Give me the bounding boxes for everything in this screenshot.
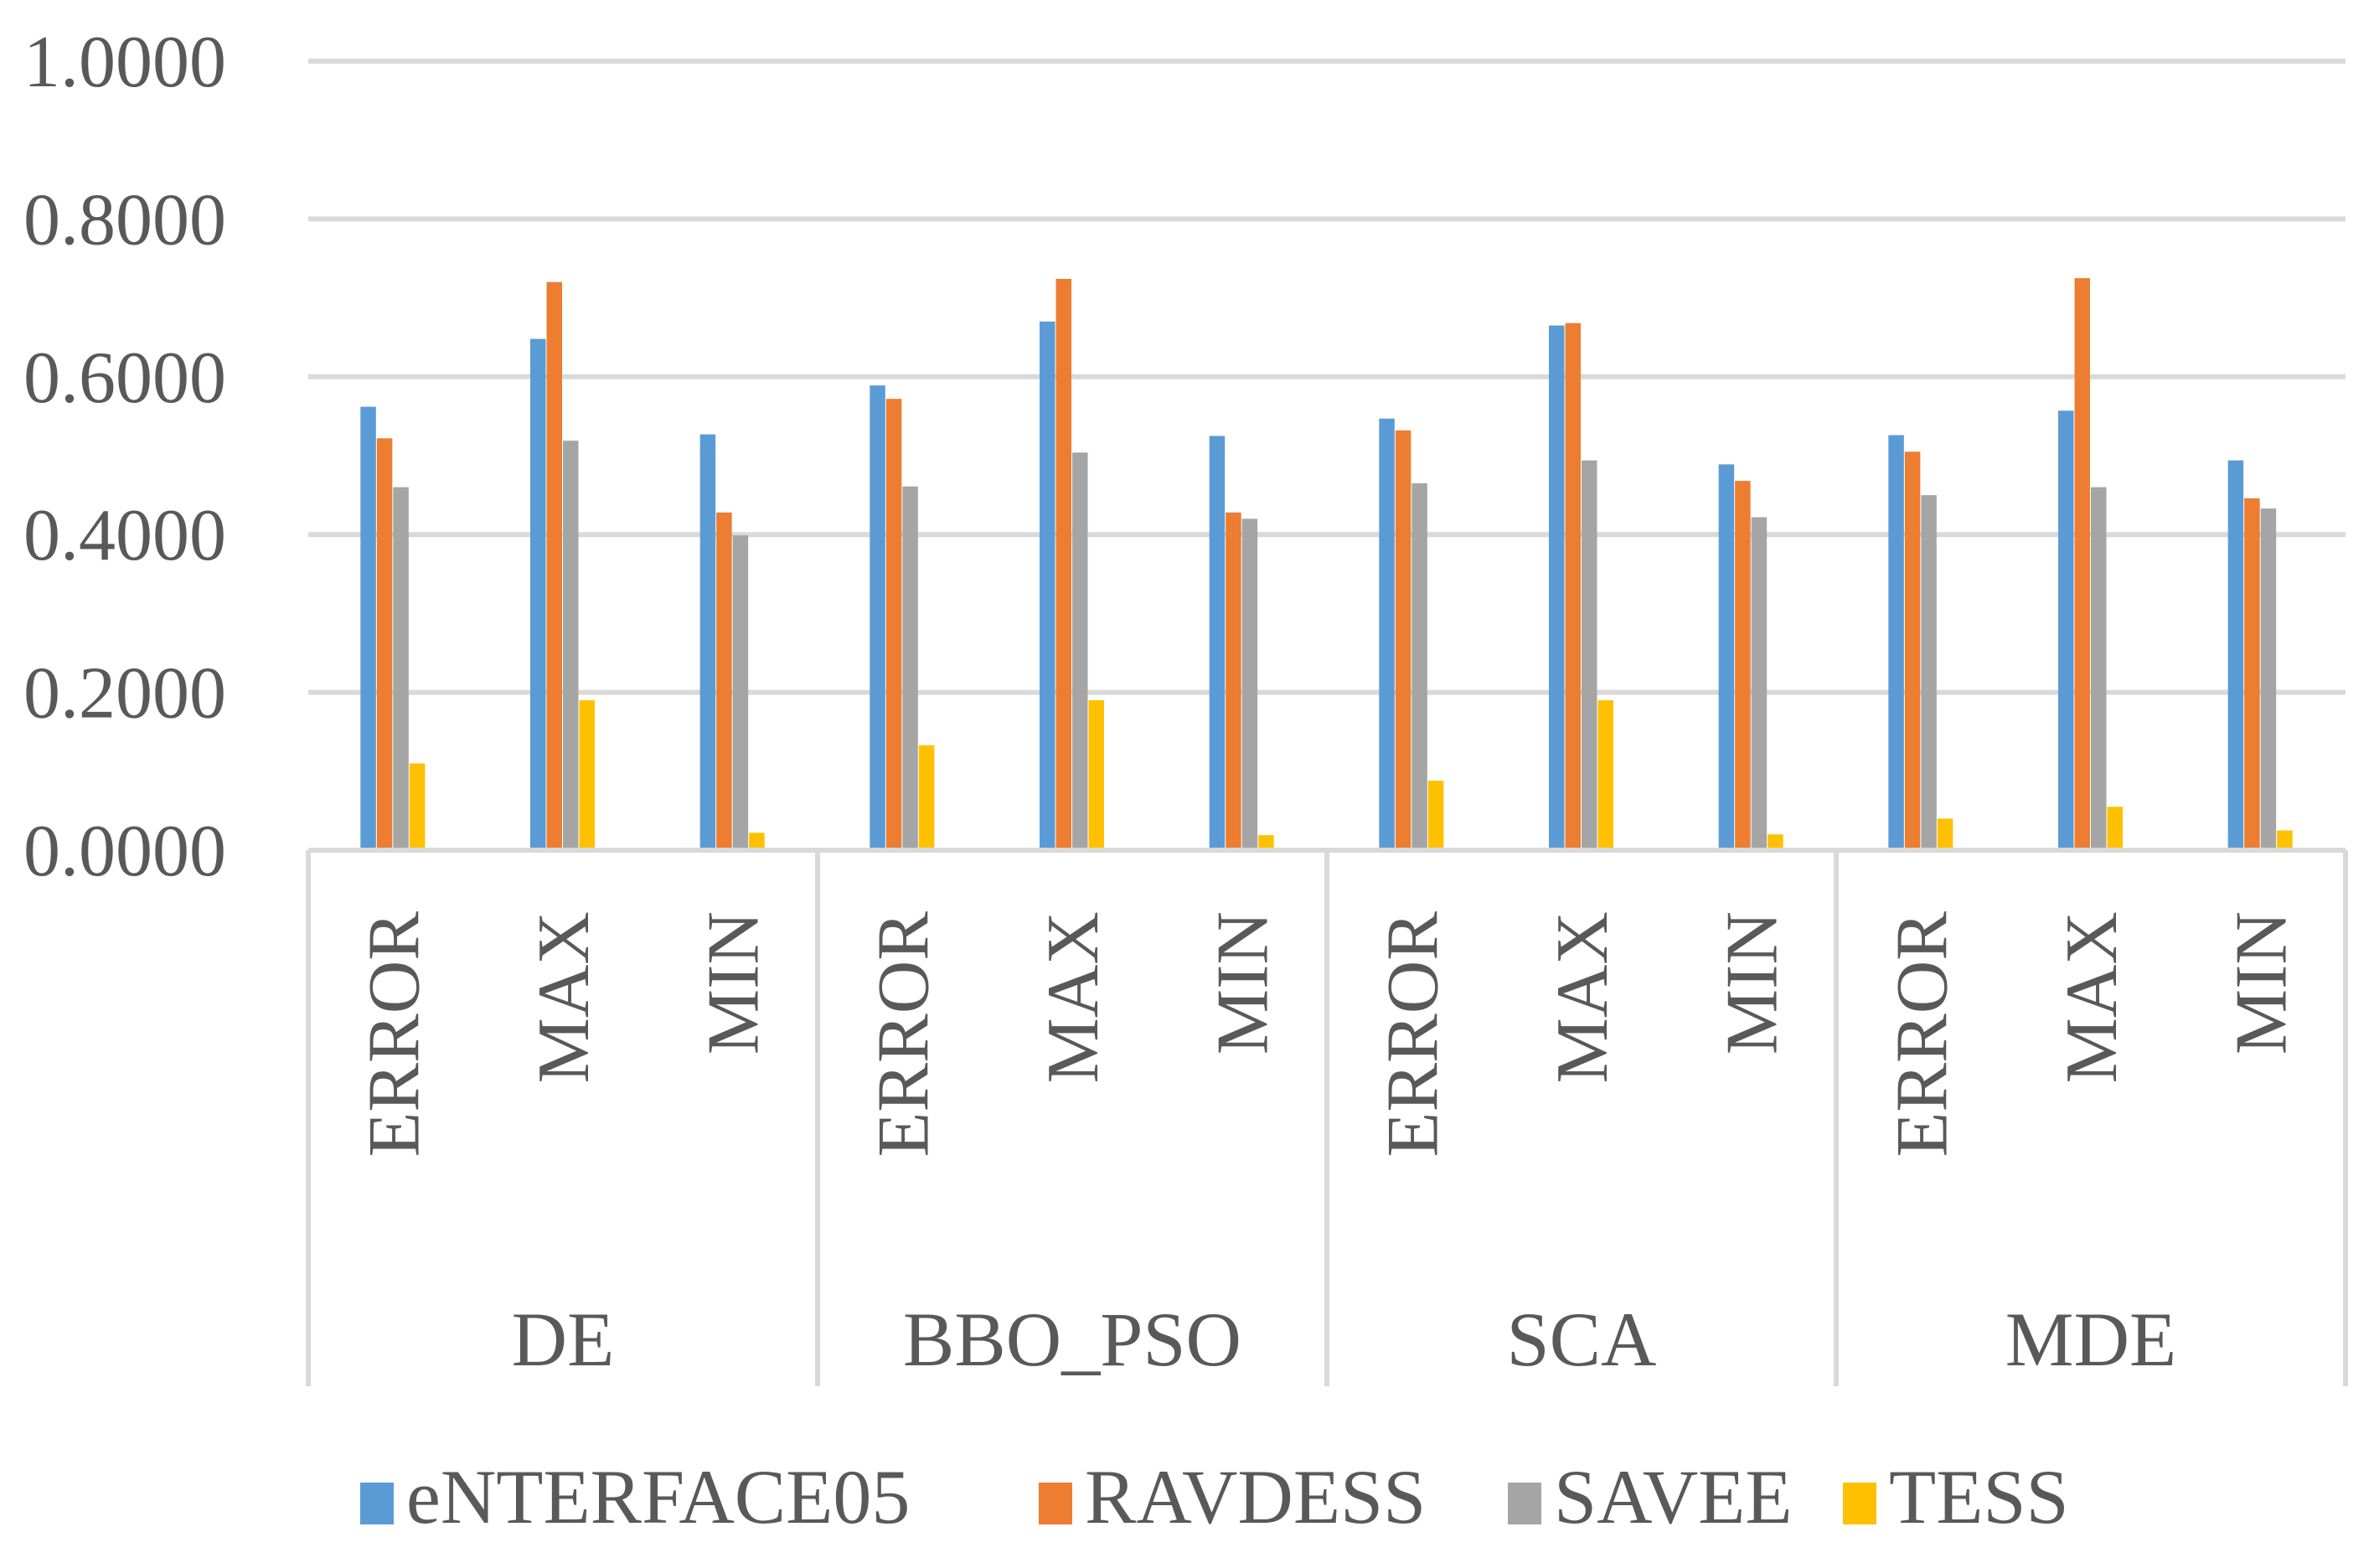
bar-savee <box>902 486 918 850</box>
gridlines <box>308 59 2346 695</box>
bar-savee <box>1241 518 1258 850</box>
x-group-label: BBO_PSO <box>903 1297 1241 1382</box>
bars <box>360 278 2293 851</box>
x-tick-label: MAX <box>1542 911 1623 1083</box>
bar-enterface05 <box>530 338 546 851</box>
bar-ravdess <box>885 399 902 850</box>
bar-ravdess <box>716 512 732 850</box>
bar-tess <box>1427 781 1444 850</box>
bar-enterface05 <box>2227 460 2244 850</box>
bar-ravdess <box>1904 451 1921 850</box>
y-axis-tick-labels: 0.0000 0.2000 0.4000 0.6000 0.8000 1.0000 <box>23 22 226 892</box>
bar-savee <box>1411 482 1427 850</box>
legend: eNTERFACE05 RAVDESS SAVEE TESS <box>360 1454 2069 1540</box>
x-tick-label: ERROR <box>863 911 944 1158</box>
bar-ravdess <box>376 438 393 850</box>
bar-ravdess <box>1735 481 1751 850</box>
bar-savee <box>2091 487 2107 850</box>
bar-savee <box>1582 460 1597 850</box>
bar-ravdess <box>546 281 562 850</box>
legend-label: eNTERFACE05 <box>406 1454 910 1540</box>
bar-enterface05 <box>1379 418 1395 850</box>
x-tick-label: MAX <box>524 911 605 1083</box>
bar-enterface05 <box>2058 410 2074 850</box>
bar-enterface05 <box>360 406 376 850</box>
x-tick-label: MIN <box>694 911 775 1055</box>
x-group-label: SCA <box>1507 1297 1657 1382</box>
y-tick-label: 0.6000 <box>23 338 226 419</box>
x-group-label: MDE <box>2005 1297 2176 1382</box>
bar-savee <box>563 441 579 850</box>
bar-tess <box>579 700 595 850</box>
bar-tess <box>749 833 765 850</box>
x-tick-label: ERROR <box>354 911 435 1158</box>
bar-ravdess <box>1565 322 1581 850</box>
bar-savee <box>2260 508 2277 850</box>
bar-tess <box>1258 835 1274 850</box>
x-axis: ERROR MAX MIN ERROR MAX MIN ERROR MAX MIN ERROR MA… <box>306 848 2348 1386</box>
y-tick-label: 0.2000 <box>23 653 226 735</box>
legend-swatch-savee <box>1508 1483 1541 1524</box>
y-tick-label: 1.0000 <box>23 22 226 103</box>
bar-savee <box>1751 517 1768 850</box>
bar-tess <box>1937 818 1953 850</box>
bar-tess <box>409 763 426 850</box>
bar-ravdess <box>2074 278 2090 850</box>
legend-swatch-enterface05 <box>360 1483 394 1524</box>
bar-savee <box>732 535 749 850</box>
bar-enterface05 <box>699 434 716 850</box>
y-tick-label: 0.8000 <box>23 179 226 260</box>
legend-label: SAVEE <box>1554 1454 1793 1540</box>
bar-enterface05 <box>1040 321 1055 850</box>
x-tick-label: ERROR <box>1881 911 1963 1158</box>
bar-savee <box>393 487 409 850</box>
bar-savee <box>1072 452 1088 850</box>
bar-ravdess <box>1055 278 1071 850</box>
bar-tess <box>2277 830 2293 850</box>
bar-enterface05 <box>870 385 885 850</box>
bar-ravdess <box>1226 512 1241 850</box>
x-group-label: DE <box>512 1297 615 1382</box>
bar-tess <box>1088 700 1104 850</box>
x-tick-label: MAX <box>1033 911 1114 1083</box>
legend-label: TESS <box>1889 1454 2069 1540</box>
bar-ravdess <box>2244 498 2260 850</box>
x-tick-label: MIN <box>2222 911 2303 1055</box>
bar-enterface05 <box>1209 436 1226 850</box>
legend-label: RAVDESS <box>1085 1454 1426 1540</box>
x-tick-label: MAX <box>2051 911 2133 1083</box>
bar-tess <box>1768 834 1783 850</box>
legend-swatch-ravdess <box>1039 1483 1072 1524</box>
bar-tess <box>918 745 935 850</box>
x-tick-label: ERROR <box>1372 911 1453 1158</box>
bar-enterface05 <box>1718 464 1735 850</box>
legend-swatch-tess <box>1843 1483 1876 1524</box>
x-tick-label: MIN <box>1203 911 1284 1055</box>
y-tick-label: 0.0000 <box>23 811 226 892</box>
bar-enterface05 <box>1549 325 1565 850</box>
x-tick-label: MIN <box>1712 911 1793 1055</box>
y-tick-label: 0.4000 <box>23 495 226 576</box>
bar-ravdess <box>1395 430 1411 850</box>
bar-enterface05 <box>1888 435 1904 850</box>
bar-savee <box>1921 495 1937 850</box>
bar-tess <box>1597 700 1613 850</box>
bar-tess <box>2107 807 2123 850</box>
